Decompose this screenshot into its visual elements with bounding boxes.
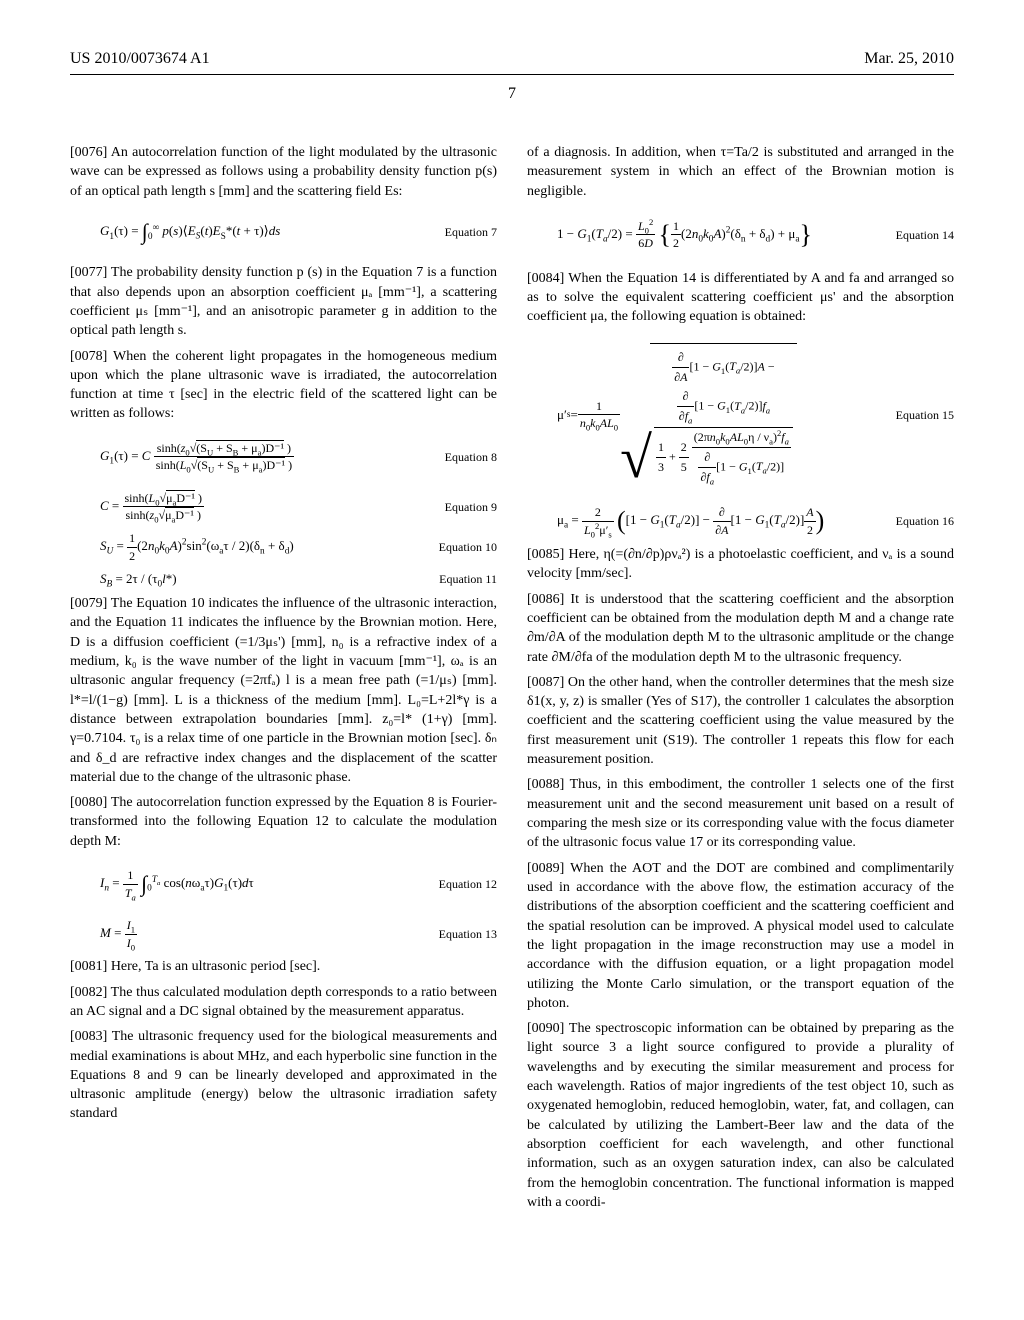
para-0081: [0081] Here, Ta is an ultrasonic period … [70,957,497,976]
equation-12: In = 1Ta ∫0Ta cos(nωaτ)G1(τ)dτ Equation … [70,867,497,901]
para-0087: [0087] On the other hand, when the contr… [527,673,954,770]
para-0079: [0079] The Equation 10 indicates the inf… [70,594,497,787]
para-top-right: of a diagnosis. In addition, when τ=Ta/2… [527,143,954,201]
eq16-label: Equation 16 [888,513,954,530]
eq13-formula: M = I1I0 [100,917,137,951]
equation-14: 1 − G1(Ta/2) = L026D {12(2n0k0A)2(δn + δ… [527,217,954,253]
eq15-label: Equation 15 [888,407,954,424]
equation-10: SU = 12(2n0k0A)2sin2(ωaτ / 2)(δn + δd) E… [70,530,497,564]
para-0088: [0088] Thus, in this embodiment, the con… [527,775,954,852]
para-0085: [0085] Here, η(=(∂n/∂p)ρνₐ²) is a photoe… [527,545,954,584]
left-column: [0076] An autocorrelation function of th… [70,143,497,1218]
publication-number: US 2010/0073674 A1 [70,50,210,68]
eq12-label: Equation 12 [431,876,497,893]
equation-16: μa = 2L02μ′s ([1 − G1(Ta/2)] − ∂∂A[1 − G… [527,503,954,539]
eq7-formula: G1(τ) = ∫0∞ p(s)⟨ES(t)ES*(t + τ)⟩ds [100,217,280,247]
equation-11: SB = 2τ / (τ0l*) Equation 11 [70,570,497,588]
para-0084: [0084] When the Equation 14 is different… [527,269,954,327]
page-number: 7 [70,85,954,103]
equation-13: M = I1I0 Equation 13 [70,917,497,951]
header-row: US 2010/0073674 A1 Mar. 25, 2010 [70,50,954,68]
eq12-formula: In = 1Ta ∫0Ta cos(nωaτ)G1(τ)dτ [100,867,254,901]
eq8-label: Equation 8 [437,449,497,466]
header-rule [70,74,954,75]
eq14-formula: 1 − G1(Ta/2) = L026D {12(2n0k0A)2(δn + δ… [557,217,812,253]
para-0078: [0078] When the coherent light propagate… [70,347,497,424]
para-0077: [0077] The probability density function … [70,263,497,340]
right-column: of a diagnosis. In addition, when τ=Ta/2… [527,143,954,1218]
para-0080: [0080] The autocorrelation function expr… [70,793,497,851]
para-0090: [0090] The spectroscopic information can… [527,1019,954,1212]
two-column-layout: [0076] An autocorrelation function of th… [70,143,954,1218]
equation-15: μ′s = 1n0k0AL0 √ ∂∂A[1 − G1(Ta/2)]A − ∂∂… [527,343,954,487]
eq7-label: Equation 7 [437,224,497,241]
equation-7: G1(τ) = ∫0∞ p(s)⟨ES(t)ES*(t + τ)⟩ds Equa… [70,217,497,247]
eq11-formula: SB = 2τ / (τ0l*) [100,570,177,588]
eq15-formula: μ′s = 1n0k0AL0 √ ∂∂A[1 − G1(Ta/2)]A − ∂∂… [557,343,797,487]
eq9-label: Equation 9 [437,499,497,516]
eq14-label: Equation 14 [888,227,954,244]
eq16-formula: μa = 2L02μ′s ([1 − G1(Ta/2)] − ∂∂A[1 − G… [557,503,824,539]
para-0083: [0083] The ultrasonic frequency used for… [70,1027,497,1124]
eq8-formula: G1(τ) = C sinh(z0√(SU + SB + μa)D⁻¹ ) si… [100,440,294,474]
equation-9: C = sinh(L0√μaD⁻¹ ) sinh(z0√μaD⁻¹ ) Equa… [70,490,497,524]
eq10-formula: SU = 12(2n0k0A)2sin2(ωaτ / 2)(δn + δd) [100,530,294,564]
eq13-label: Equation 13 [431,926,497,943]
eq11-label: Equation 11 [431,571,497,588]
para-0089: [0089] When the AOT and the DOT are comb… [527,859,954,1014]
publication-date: Mar. 25, 2010 [864,50,954,68]
eq9-formula: C = sinh(L0√μaD⁻¹ ) sinh(z0√μaD⁻¹ ) [100,490,204,524]
page: US 2010/0073674 A1 Mar. 25, 2010 7 [0076… [0,0,1024,1278]
eq10-label: Equation 10 [431,539,497,556]
para-0076: [0076] An autocorrelation function of th… [70,143,497,201]
para-0082: [0082] The thus calculated modulation de… [70,983,497,1022]
equation-8: G1(τ) = C sinh(z0√(SU + SB + μa)D⁻¹ ) si… [70,440,497,474]
para-0086: [0086] It is understood that the scatter… [527,590,954,667]
